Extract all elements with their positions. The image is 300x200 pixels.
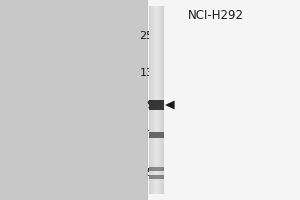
Text: 72: 72 — [146, 130, 161, 140]
Text: 250: 250 — [140, 31, 160, 41]
Bar — [148, 167, 164, 171]
Polygon shape — [165, 101, 175, 109]
Text: 55: 55 — [146, 168, 161, 178]
Text: NCI-H292: NCI-H292 — [188, 9, 244, 22]
Text: 130: 130 — [140, 68, 160, 78]
Text: 95: 95 — [146, 100, 161, 110]
Bar — [148, 132, 164, 138]
Bar — [148, 100, 164, 110]
Bar — [147, 0, 300, 200]
Bar — [148, 175, 164, 179]
